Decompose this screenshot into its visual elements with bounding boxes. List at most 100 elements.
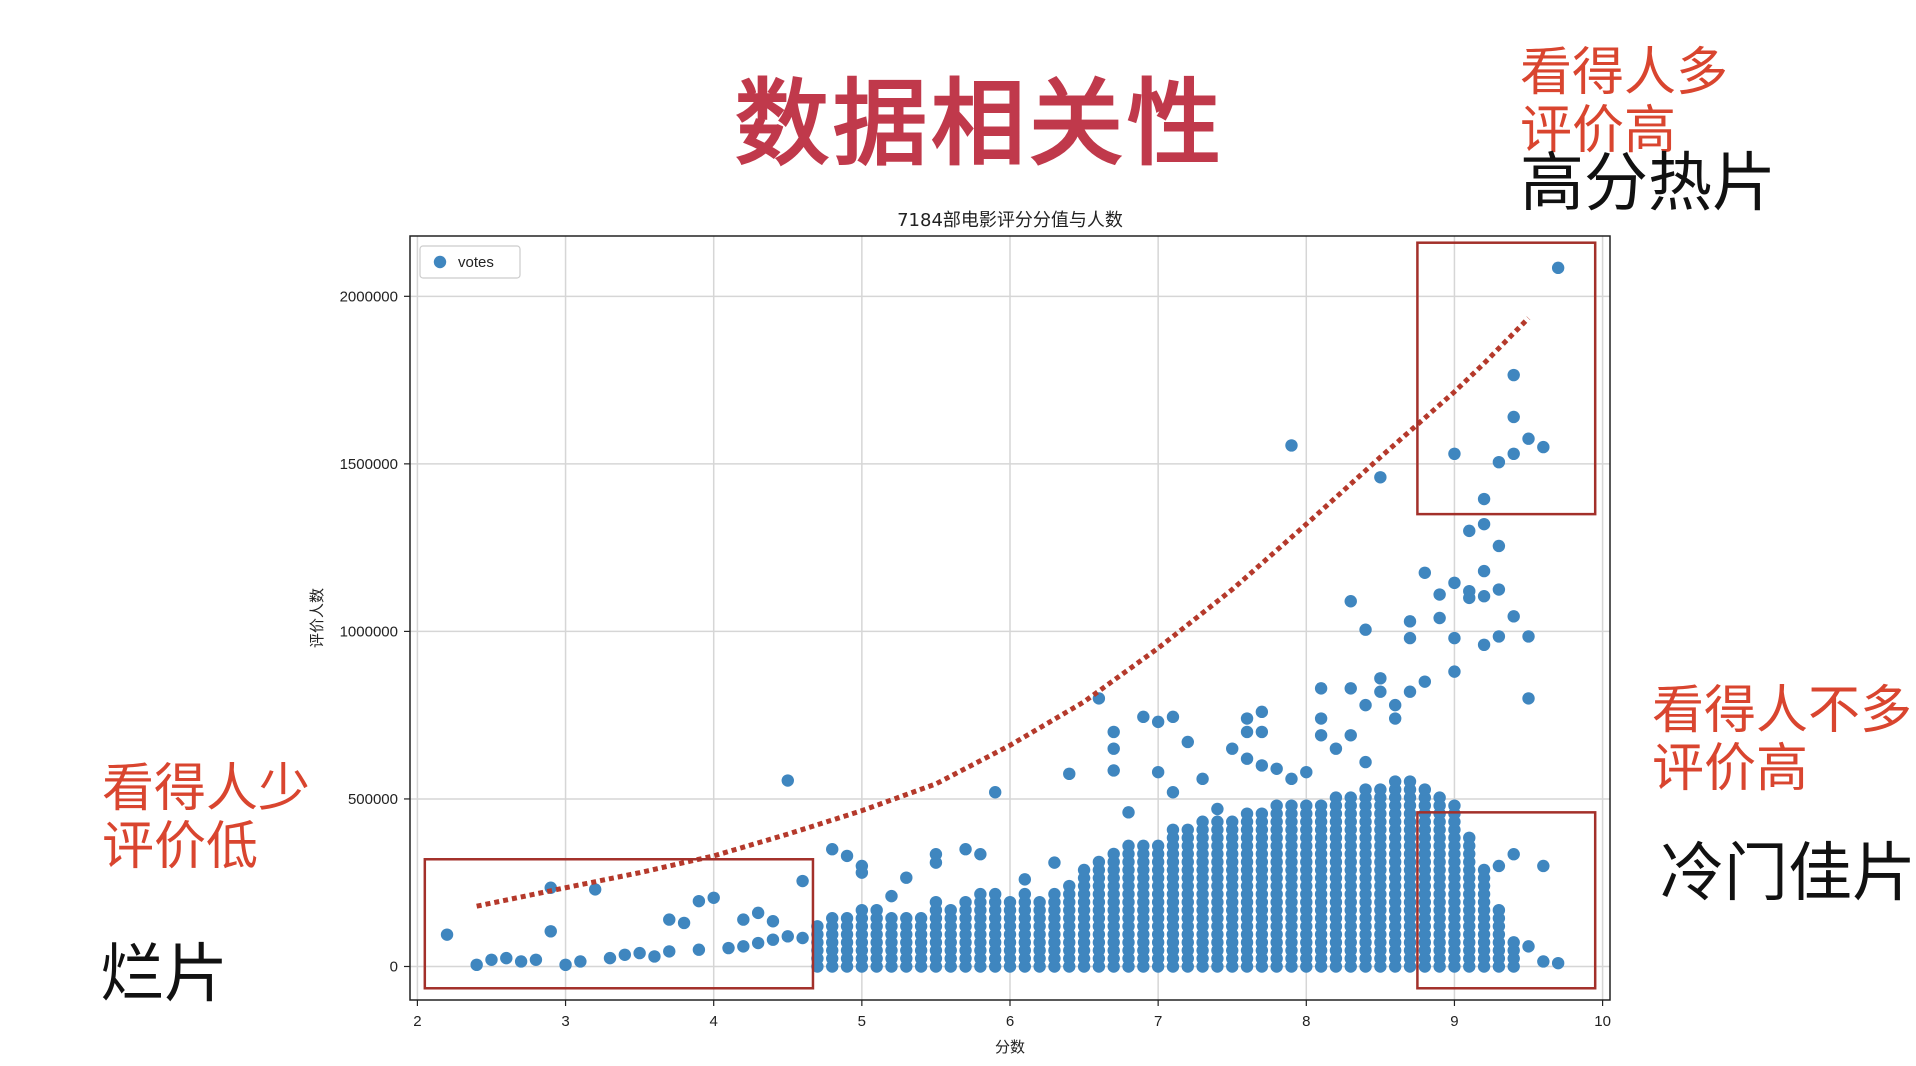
y-axis-label: 评价人数	[308, 588, 326, 648]
annotation-few-low-line1: 看得人少	[102, 759, 311, 819]
data-point	[1448, 576, 1461, 590]
data-point	[1151, 839, 1165, 853]
data-point	[974, 848, 987, 861]
data-point	[1314, 729, 1328, 742]
data-point	[1448, 447, 1461, 461]
data-point	[751, 936, 765, 950]
data-point	[1166, 823, 1180, 836]
data-point	[1374, 672, 1387, 685]
data-point	[1063, 879, 1076, 893]
data-point	[1107, 764, 1120, 777]
data-point	[1463, 524, 1476, 538]
data-point	[855, 866, 869, 879]
data-point	[900, 871, 913, 884]
data-point	[855, 903, 869, 917]
data-point	[1003, 895, 1017, 909]
data-point	[1374, 471, 1387, 484]
data-point	[1211, 802, 1224, 816]
data-point	[944, 903, 957, 917]
data-point	[766, 933, 780, 946]
data-point	[1359, 755, 1372, 769]
tag-hot-high-score: 高分热片	[1520, 147, 1776, 221]
data-point	[1359, 783, 1372, 796]
x-tick-label: 9	[1450, 1013, 1458, 1030]
chart-title: 7184部电影评分分值与人数	[897, 210, 1123, 231]
y-tick-label: 1000000	[340, 623, 398, 640]
data-point	[485, 953, 498, 966]
data-point	[1329, 742, 1343, 755]
data-point	[914, 912, 928, 925]
data-point	[781, 930, 794, 943]
data-point	[1285, 772, 1298, 786]
data-point	[1344, 791, 1357, 804]
data-point	[1240, 712, 1254, 725]
data-point	[1033, 895, 1046, 909]
highlight-box	[1416, 241, 1597, 516]
data-point	[1300, 765, 1313, 779]
y-tick-label: 1500000	[340, 456, 398, 473]
data-point	[1048, 887, 1061, 901]
data-point	[1255, 807, 1269, 820]
x-tick-label: 7	[1154, 1013, 1162, 1030]
data-point	[1403, 685, 1417, 698]
y-tick-label: 2000000	[340, 288, 398, 305]
data-point	[1477, 517, 1491, 531]
data-point	[1537, 440, 1550, 454]
data-point	[722, 941, 735, 955]
data-point	[737, 940, 750, 953]
data-point	[440, 928, 454, 941]
data-point	[826, 843, 839, 856]
data-point	[692, 894, 706, 908]
data-point	[988, 786, 1002, 799]
data-point	[1492, 455, 1506, 469]
data-point	[1151, 765, 1165, 779]
data-point	[1196, 815, 1209, 828]
data-point	[988, 887, 1002, 901]
data-point	[1507, 410, 1520, 424]
x-tick-label: 10	[1594, 1013, 1611, 1030]
data-point	[1537, 859, 1550, 873]
y-tick-label: 0	[390, 958, 398, 975]
y-tick-label: 500000	[348, 791, 398, 808]
data-point	[1463, 831, 1476, 845]
annotation-niche-high-line1: 看得人不多	[1652, 681, 1913, 741]
data-point	[1477, 590, 1491, 603]
data-point	[1166, 786, 1180, 799]
data-point	[648, 950, 661, 963]
data-point	[1433, 791, 1446, 804]
data-point	[766, 915, 780, 928]
data-point	[663, 945, 676, 958]
data-point	[1329, 791, 1343, 804]
data-point	[826, 912, 839, 925]
data-point	[1492, 539, 1506, 553]
data-point	[1448, 665, 1461, 678]
data-point	[1551, 956, 1565, 970]
data-point	[929, 856, 943, 869]
data-point	[1255, 759, 1269, 772]
data-point	[1226, 742, 1239, 755]
x-tick-label: 2	[413, 1013, 421, 1030]
data-point	[1388, 698, 1402, 712]
data-point	[1477, 492, 1491, 506]
data-point	[1300, 799, 1313, 812]
data-point	[929, 895, 943, 909]
data-point	[1418, 783, 1432, 796]
data-point	[1181, 823, 1194, 836]
data-point	[1255, 705, 1269, 719]
x-tick-label: 4	[710, 1013, 718, 1030]
data-point	[559, 958, 572, 972]
data-point	[840, 912, 854, 925]
data-point	[1507, 848, 1520, 861]
data-point	[1285, 439, 1298, 452]
legend-marker	[433, 255, 447, 269]
annotation-popular-high: 看得人多 评价高	[1520, 44, 1728, 161]
data-point	[1522, 940, 1535, 953]
data-point	[1270, 799, 1283, 812]
data-point	[574, 955, 587, 968]
data-point	[470, 958, 483, 972]
data-point	[959, 895, 972, 909]
data-point	[959, 843, 972, 856]
trend-curve	[476, 316, 1531, 909]
data-point	[1463, 591, 1476, 605]
data-point	[529, 953, 543, 966]
